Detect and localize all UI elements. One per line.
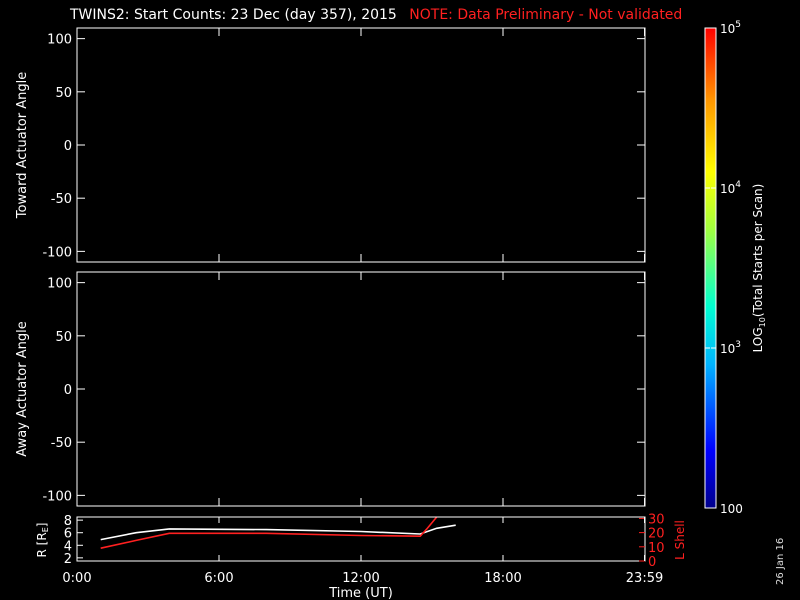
colorbar-label: LOG10(Total Starts per Scan) bbox=[751, 184, 767, 353]
y-tick-label: 4 bbox=[64, 539, 72, 554]
y-tick-label: 50 bbox=[55, 330, 72, 345]
colorbar-gradient bbox=[704, 27, 717, 509]
panel-frame bbox=[76, 516, 646, 562]
y-axis-label-right: L Shell bbox=[673, 520, 687, 560]
colorbar-label-rest: (Total Starts per Scan) bbox=[751, 184, 765, 318]
y-axis-label-left-sub: E bbox=[41, 527, 50, 532]
colorbar-tick-label: 103 bbox=[720, 340, 741, 356]
y-axis-label-left-close: ] bbox=[35, 523, 49, 528]
y-tick-label: 2 bbox=[64, 552, 72, 567]
x-tick-label: 6:00 bbox=[204, 571, 233, 586]
y-tick-label: 100 bbox=[47, 277, 72, 292]
chart-title: TWINS2: Start Counts: 23 Dec (day 357), … bbox=[70, 7, 397, 23]
x-tick-label: 23:59 bbox=[626, 571, 663, 586]
y-tick-label: -50 bbox=[51, 436, 72, 451]
y-tick-label-right: 10 bbox=[648, 541, 665, 556]
colorbar-tick-label: 105 bbox=[720, 20, 741, 36]
x-tick-label: 12:00 bbox=[342, 571, 379, 586]
colorbar-label-sub: 10 bbox=[758, 317, 767, 327]
x-tick-label: 18:00 bbox=[484, 571, 521, 586]
panel-frame bbox=[76, 271, 646, 507]
heatmap-panel-away: 100 50 0 -50 -100 Away Actuator Angle bbox=[15, 271, 646, 507]
colorbar-tick-label: 104 bbox=[720, 180, 741, 196]
y-tick-label: -50 bbox=[51, 192, 72, 207]
y-tick-label: 0 bbox=[64, 139, 72, 154]
series-line-lshell bbox=[100, 516, 438, 549]
heatmap-panel-toward: 100 50 0 -50 -100 Toward Actuator Angle bbox=[15, 27, 646, 263]
panel-frame bbox=[76, 27, 646, 263]
y-axis-label: Toward Actuator Angle bbox=[15, 72, 30, 219]
y-axis-label-left: R [RE] bbox=[35, 523, 50, 558]
y-tick-label-right: 20 bbox=[648, 527, 665, 542]
colorbar-tick-label: 100 bbox=[720, 502, 743, 516]
y-tick-label-right: 30 bbox=[648, 512, 665, 527]
y-tick-label: 6 bbox=[64, 527, 72, 542]
y-tick-label: 100 bbox=[47, 33, 72, 48]
y-tick-label: 50 bbox=[55, 86, 72, 101]
y-tick-label: -100 bbox=[42, 489, 72, 504]
y-tick-label: -100 bbox=[42, 245, 72, 260]
x-tick-label: 0:00 bbox=[62, 571, 91, 586]
y-tick-label: 0 bbox=[64, 383, 72, 398]
chart-title-row: TWINS2: Start Counts: 23 Dec (day 357), … bbox=[70, 7, 682, 23]
colorbar-tick-exponent: 4 bbox=[735, 180, 741, 190]
series-line-radius bbox=[100, 524, 456, 541]
x-axis-label: Time (UT) bbox=[328, 586, 393, 600]
colorbar-tick-exponent: 3 bbox=[735, 340, 741, 350]
date-stamp: 26 Jan 16 bbox=[775, 537, 786, 585]
y-tick-label-right: 0 bbox=[648, 555, 656, 570]
y-tick-label: 8 bbox=[64, 514, 72, 529]
preliminary-note: NOTE: Data Preliminary - Not validated bbox=[409, 7, 683, 23]
y-axis-label: Away Actuator Angle bbox=[15, 321, 30, 456]
colorbar-tick-exponent: 5 bbox=[735, 20, 741, 30]
